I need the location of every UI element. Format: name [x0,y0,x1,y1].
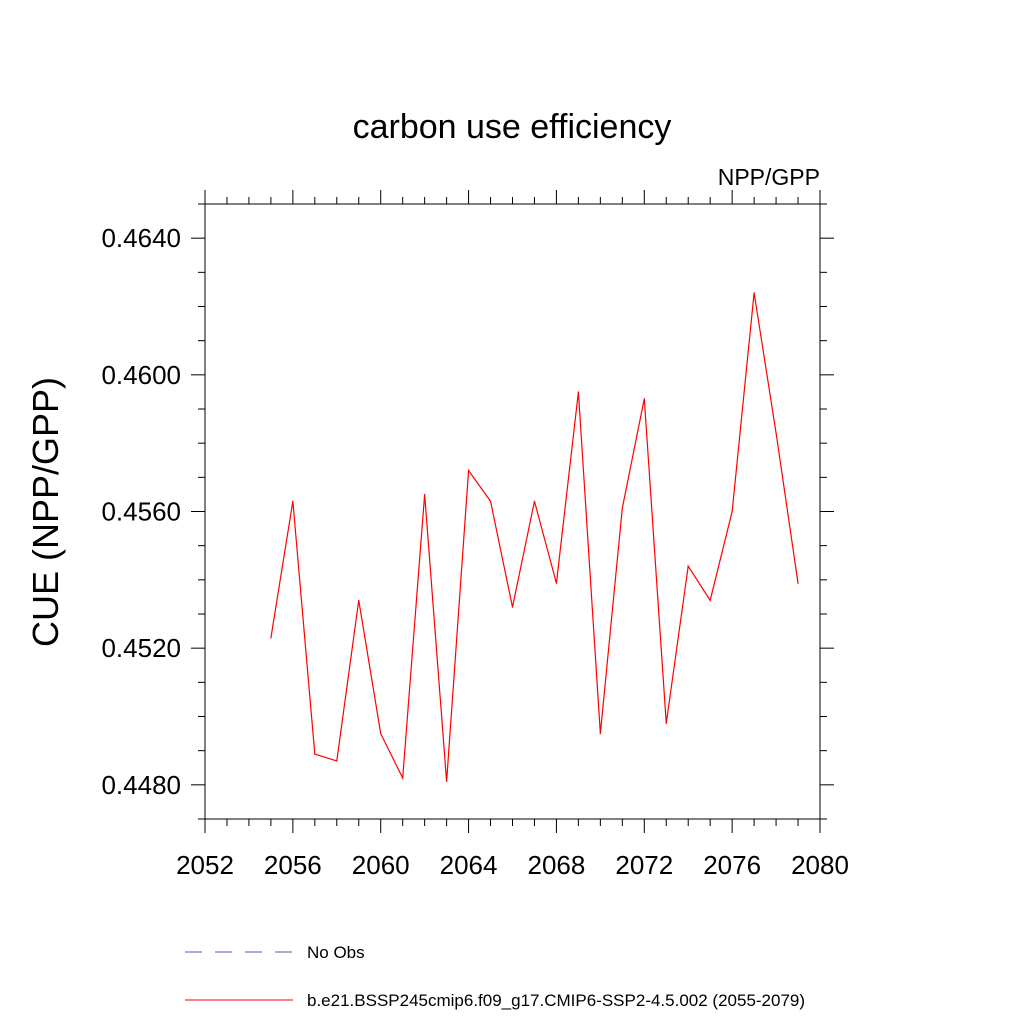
data-point [358,599,360,601]
x-tick-label: 2068 [528,850,586,880]
data-point [402,777,404,779]
data-point [775,432,777,434]
data-point [709,599,711,601]
data-point [797,582,799,584]
data-point [731,510,733,513]
legend-label-0: No Obs [307,943,365,962]
data-point [424,493,426,496]
legend: No Obs b.e21.BSSP245cmip6.f09_g17.CMIP6-S… [185,943,805,1010]
y-tick-label: 0.4520 [101,633,181,663]
data-point [555,582,558,584]
y-axis-label: CUE (NPP/GPP) [25,377,66,647]
x-tick-label: 2056 [264,850,322,880]
y-tick-label: 0.4600 [101,360,181,390]
axes: 2052 2056 2060 2064 2068 2072 2076 2080 0.4480 0.… [101,190,849,880]
y-tick-label: 0.4480 [101,770,181,800]
x-tick-label: 2064 [440,850,498,880]
data-point [446,780,448,783]
plot-frame [204,203,821,820]
data-point [753,292,755,294]
data-point [314,753,316,755]
data-point [380,732,382,735]
data-point [533,500,536,502]
data-point [336,760,338,762]
x-tick-label: 2060 [352,850,410,880]
data-point [621,507,623,509]
data-point [687,565,689,567]
data-point [270,637,272,639]
data-point [489,500,492,502]
y-tick-label: 0.4640 [101,223,181,253]
series-line-0 [270,292,799,782]
data-point [577,391,579,393]
y-tick-label: 0.4560 [101,497,181,527]
data-point [599,732,601,735]
legend-label-1: b.e21.BSSP245cmip6.f09_g17.CMIP6-SSP2-4.… [307,991,805,1010]
chart-subtitle: NPP/GPP [718,164,820,190]
series-layer [270,292,799,783]
data-point [292,500,294,502]
x-tick-label: 2076 [703,850,761,880]
data-point [467,469,470,472]
x-tick-label: 2080 [791,850,849,880]
x-tick-label: 2072 [615,850,673,880]
data-point [665,722,667,724]
data-point [643,398,645,400]
chart-title: carbon use efficiency [353,108,672,146]
x-tick-label: 2052 [176,850,234,880]
data-point [511,606,514,608]
